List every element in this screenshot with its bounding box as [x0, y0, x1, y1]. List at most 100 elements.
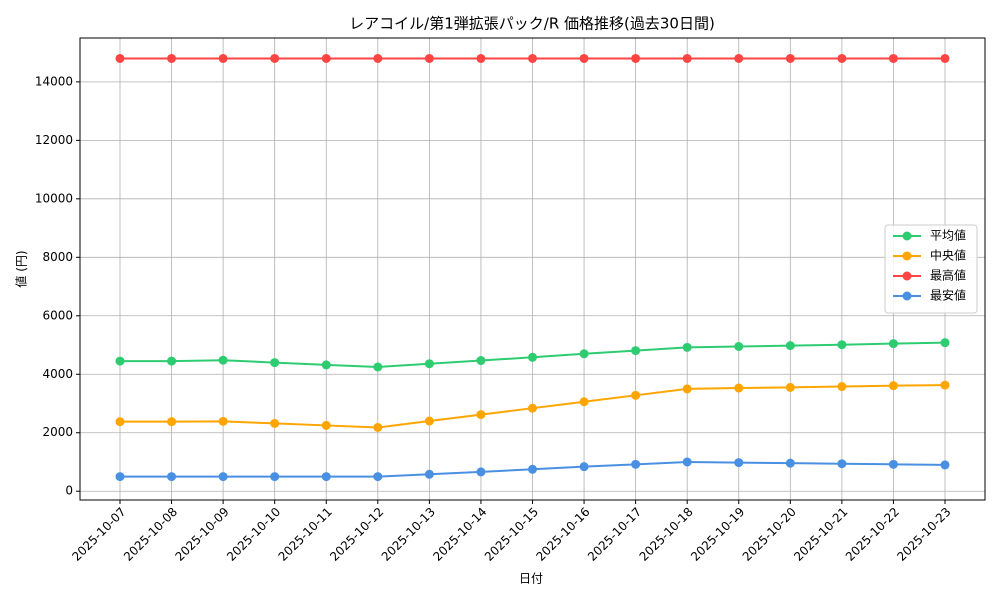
x-tick-label: 2025-10-08: [121, 505, 180, 564]
data-point: [734, 341, 744, 351]
data-point: [785, 341, 795, 351]
y-tick-label: 12000: [35, 133, 73, 147]
data-point: [476, 53, 486, 63]
data-point: [476, 467, 486, 477]
data-point: [373, 53, 383, 63]
y-tick-label: 2000: [42, 425, 73, 439]
x-tick-label: 2025-10-19: [688, 505, 747, 564]
data-point: [579, 53, 589, 63]
x-tick-label: 2025-10-11: [276, 505, 335, 564]
data-point: [321, 420, 331, 430]
x-axis-label: 日付: [519, 572, 543, 586]
x-tick-label: 2025-10-15: [482, 505, 541, 564]
data-point: [373, 472, 383, 482]
data-point: [115, 417, 125, 427]
data-point: [837, 340, 847, 350]
data-point: [837, 53, 847, 63]
data-point: [734, 53, 744, 63]
data-point: [167, 472, 177, 482]
data-point: [528, 53, 537, 63]
x-tick-label: 2025-10-10: [224, 505, 283, 564]
data-point: [940, 460, 950, 470]
data-point: [837, 459, 847, 469]
data-point: [579, 397, 589, 407]
x-tick-label: 2025-10-18: [637, 505, 696, 564]
data-point: [424, 416, 434, 426]
data-point: [631, 53, 641, 63]
x-tick-label: 2025-10-20: [740, 505, 799, 564]
data-point: [321, 53, 331, 63]
x-tick-label: 2025-10-16: [533, 505, 592, 564]
y-tick-label: 10000: [35, 191, 73, 205]
data-point: [115, 472, 125, 482]
data-point: [218, 416, 228, 426]
data-point: [785, 382, 795, 392]
data-point: [218, 472, 228, 482]
data-point: [321, 472, 331, 482]
data-point: [631, 459, 641, 469]
data-point: [682, 342, 692, 352]
data-point: [528, 352, 537, 362]
data-point: [373, 422, 383, 432]
data-point: [528, 403, 537, 413]
data-point: [888, 339, 898, 349]
data-point: [888, 381, 898, 391]
data-point: [218, 355, 228, 365]
x-tick-label: 2025-10-07: [69, 505, 128, 564]
data-point: [734, 458, 744, 468]
legend-marker: [902, 231, 912, 241]
data-point: [579, 462, 589, 472]
data-point: [631, 346, 641, 356]
x-tick-label: 2025-10-22: [843, 505, 902, 564]
data-point: [888, 459, 898, 469]
plot-frame: [79, 37, 986, 501]
data-point: [167, 417, 177, 427]
data-point: [888, 53, 898, 63]
data-point: [218, 53, 228, 63]
y-tick-label: 6000: [42, 308, 73, 322]
legend-label: 最高値: [930, 268, 966, 283]
data-point: [734, 383, 744, 393]
data-point: [785, 53, 795, 63]
data-point: [940, 338, 950, 348]
data-point: [940, 380, 950, 390]
data-point: [785, 458, 795, 468]
data-point: [167, 356, 177, 366]
data-point: [424, 469, 434, 479]
data-point: [321, 360, 331, 370]
legend-label: 平均値: [930, 228, 966, 243]
legend-marker: [902, 291, 912, 301]
data-point: [682, 384, 692, 394]
data-point: [167, 53, 177, 63]
y-axis-label: 値 (円): [14, 250, 29, 287]
x-tick-label: 2025-10-14: [430, 505, 489, 564]
data-point: [837, 382, 847, 392]
data-point: [476, 356, 486, 366]
legend-marker: [902, 271, 912, 281]
data-point: [940, 53, 950, 63]
data-point: [631, 390, 641, 400]
legend-box: [884, 224, 978, 314]
y-tick-label: 14000: [35, 74, 73, 88]
legend-label: 最安値: [930, 288, 966, 303]
data-point: [115, 53, 125, 63]
data-point: [682, 457, 692, 467]
x-tick-label: 2025-10-12: [327, 505, 386, 564]
x-tick-label: 2025-10-09: [173, 505, 232, 564]
data-point: [528, 464, 537, 474]
y-tick-label: 8000: [42, 250, 73, 264]
data-point: [115, 356, 125, 366]
data-point: [270, 418, 280, 428]
legend-label: 中央値: [930, 248, 966, 263]
data-point: [682, 53, 692, 63]
chart-title: レアコイル/第1弾拡張パック/R 価格推移(過去30日間): [349, 15, 715, 33]
data-point: [373, 362, 383, 372]
legend-marker: [902, 251, 912, 261]
data-point: [270, 472, 280, 482]
y-tick-label: 4000: [42, 367, 73, 381]
data-point: [476, 410, 486, 420]
y-tick-label: 0: [65, 484, 73, 498]
data-point: [270, 53, 280, 63]
x-tick-label: 2025-10-21: [791, 505, 850, 564]
